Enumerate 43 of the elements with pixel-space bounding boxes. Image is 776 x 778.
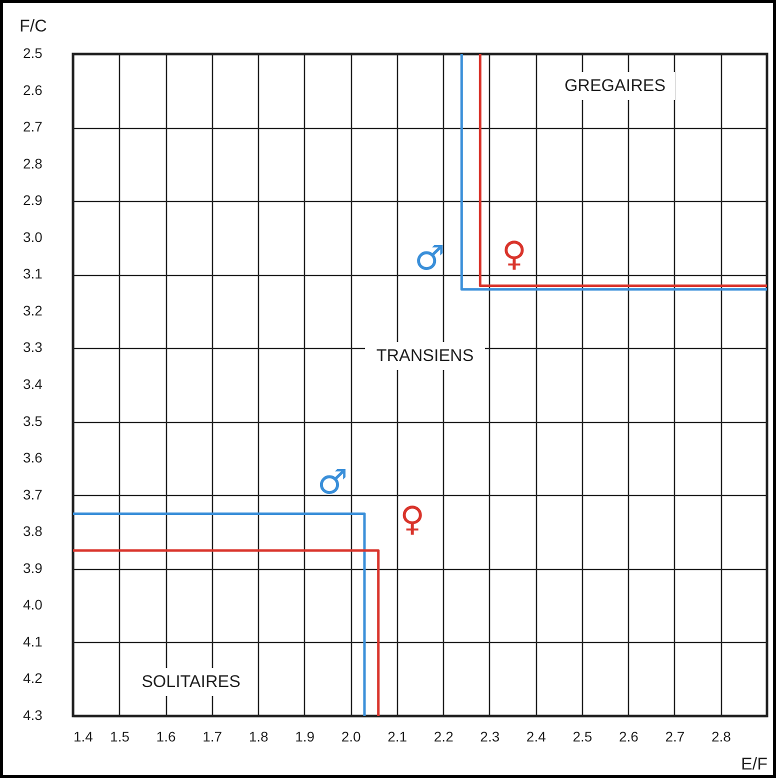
x-tick-label: 2.2 bbox=[434, 728, 454, 744]
y-tick-label: 4.1 bbox=[23, 633, 43, 650]
y-tick-label: 3.1 bbox=[23, 266, 43, 282]
x-tick-label: 1.8 bbox=[248, 728, 269, 744]
annotation: TRANSIENS bbox=[376, 346, 474, 365]
x-axis-title: E/F bbox=[741, 754, 768, 774]
x-tick-label: 2.4 bbox=[526, 728, 546, 744]
series-label: ♂ bbox=[414, 238, 445, 278]
y-tick-label: 2.8 bbox=[23, 155, 43, 172]
y-tick-label: 3.8 bbox=[23, 523, 43, 540]
x-tick-label: 2.0 bbox=[341, 728, 362, 744]
y-tick-label: 2.5 bbox=[23, 45, 43, 61]
x-tick-label: 2.7 bbox=[665, 728, 685, 744]
y-tick-label: 4.0 bbox=[23, 596, 43, 613]
y-tick-label: 3.0 bbox=[23, 228, 43, 245]
y-tick-label: 3.9 bbox=[23, 560, 43, 576]
y-tick-label: 4.2 bbox=[23, 670, 43, 686]
series-label: ♂ bbox=[317, 462, 348, 503]
y-tick-label: 2.7 bbox=[23, 118, 43, 135]
x-tick-label: 1.4 bbox=[74, 728, 94, 744]
x-tick-label: 1.6 bbox=[156, 728, 176, 744]
series-label: ♀ bbox=[400, 500, 425, 540]
annotation: GREGAIRES bbox=[564, 76, 666, 95]
y-tick-label: 2.9 bbox=[23, 192, 43, 208]
x-tick-label: 1.7 bbox=[202, 728, 222, 744]
y-tick-label: 3.5 bbox=[23, 412, 43, 429]
x-tick-label: 2.1 bbox=[388, 728, 408, 744]
x-tick-label: 2.3 bbox=[480, 728, 500, 744]
y-tick-label: 3.3 bbox=[23, 339, 43, 356]
x-tick-label: 2.8 bbox=[712, 728, 732, 744]
y-axis-title: F/C bbox=[20, 16, 47, 36]
y-tick-label: 3.4 bbox=[23, 376, 43, 392]
series-label: ♀ bbox=[502, 234, 527, 275]
x-tick-label: 2.6 bbox=[618, 728, 639, 744]
x-tick-label: 2.5 bbox=[572, 728, 592, 744]
y-tick-label: 2.6 bbox=[23, 82, 43, 98]
y-tick-label: 3.7 bbox=[23, 486, 43, 502]
x-tick-label: 1.9 bbox=[295, 728, 315, 744]
y-tick-label: 3.2 bbox=[23, 302, 43, 318]
y-tick-label: 4.3 bbox=[23, 707, 43, 723]
annotation: SOLITAIRES bbox=[142, 672, 240, 691]
y-tick-label: 3.6 bbox=[23, 450, 43, 466]
x-tick-label: 1.5 bbox=[110, 728, 130, 744]
